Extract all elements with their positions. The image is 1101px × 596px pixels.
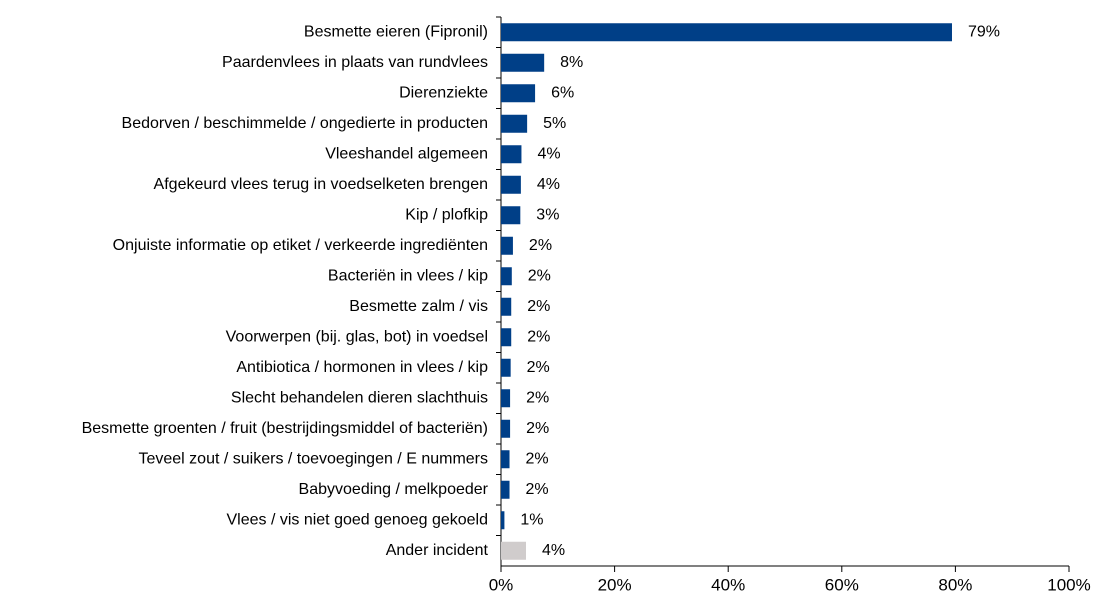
category-label: Slecht behandelen dieren slachthuis <box>231 389 488 406</box>
bar <box>501 206 521 225</box>
bar <box>501 175 521 194</box>
bar <box>501 53 545 72</box>
x-tick-label: 100% <box>1047 575 1090 594</box>
category-label: Antibiotica / hormonen in vlees / kip <box>236 359 488 376</box>
category-label: Paardenvlees in plaats van rundvlees <box>222 54 488 71</box>
value-label: 4% <box>542 542 565 559</box>
bar <box>501 84 536 103</box>
category-label: Afgekeurd vlees terug in voedselketen br… <box>154 176 488 193</box>
category-label: Onjuiste informatie op etiket / verkeerd… <box>113 237 488 254</box>
bar <box>501 389 511 408</box>
value-label: 5% <box>543 115 566 132</box>
bar <box>501 328 512 347</box>
value-label: 2% <box>528 267 551 284</box>
value-label: 2% <box>526 420 549 437</box>
bar <box>501 236 513 255</box>
bar <box>501 297 512 316</box>
x-tick-label: 0% <box>489 575 514 594</box>
category-label: Vlees / vis niet goed genoeg gekoeld <box>226 511 488 528</box>
category-label: Teveel zout / suikers / toevoegingen / E… <box>138 450 488 467</box>
x-tick-label: 60% <box>825 575 859 594</box>
value-label: 2% <box>529 237 552 254</box>
bar <box>501 267 512 286</box>
value-label: 2% <box>527 298 550 315</box>
x-tick-label: 40% <box>711 575 745 594</box>
value-label: 2% <box>526 450 549 467</box>
category-label: Besmette eieren (Fipronil) <box>304 23 488 40</box>
bar <box>501 480 510 499</box>
category-label: Ander incident <box>386 542 489 559</box>
value-label: 79% <box>968 23 1000 40</box>
x-tick-label: 80% <box>938 575 972 594</box>
bar <box>501 511 505 530</box>
value-label: 8% <box>560 54 583 71</box>
x-tick-label: 20% <box>598 575 632 594</box>
category-label: Vleeshandel algemeen <box>325 145 488 162</box>
bar <box>501 145 522 164</box>
bar <box>501 541 526 560</box>
value-label: 3% <box>536 206 559 223</box>
category-label: Dierenziekte <box>399 84 488 101</box>
category-label: Bedorven / beschimmelde / ongedierte in … <box>122 115 488 132</box>
category-label: Bacteriën in vlees / kip <box>328 267 488 284</box>
value-label: 6% <box>551 84 574 101</box>
category-label: Voorwerpen (bij. glas, bot) in voedsel <box>226 328 488 345</box>
category-label: Babyvoeding / melkpoeder <box>299 481 489 498</box>
bar <box>501 419 511 438</box>
value-label: 2% <box>526 389 549 406</box>
category-label: Kip / plofkip <box>405 206 488 223</box>
bar <box>501 23 952 42</box>
value-label: 2% <box>527 328 550 345</box>
bar <box>501 450 510 469</box>
bar <box>501 114 528 133</box>
value-label: 1% <box>520 511 543 528</box>
value-label: 2% <box>526 481 549 498</box>
category-label: Besmette zalm / vis <box>349 298 488 315</box>
value-label: 2% <box>527 359 550 376</box>
category-label: Besmette groenten / fruit (bestrijdingsm… <box>82 420 488 437</box>
bar <box>501 358 511 377</box>
value-label: 4% <box>537 176 560 193</box>
value-label: 4% <box>537 145 560 162</box>
